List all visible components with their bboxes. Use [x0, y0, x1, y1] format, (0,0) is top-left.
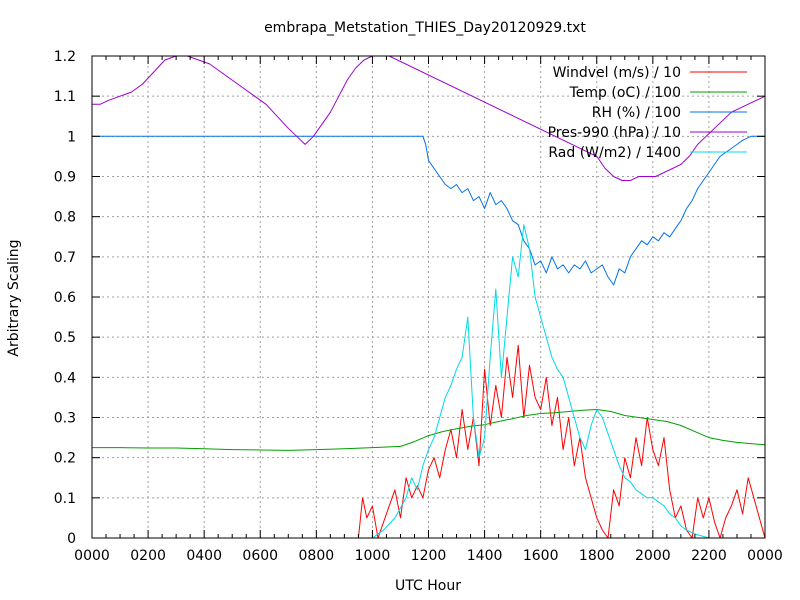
y-tick-label: 0.7	[54, 250, 76, 266]
series-line-0	[357, 344, 765, 538]
y-axis-title: Arbitrary Scaling	[6, 239, 22, 356]
y-tick-label: 0.2	[54, 451, 76, 467]
y-tick-label: 1.2	[54, 49, 76, 65]
series-line-4	[358, 224, 710, 538]
x-tick-label: 1200	[411, 548, 447, 564]
legend: Windvel (m/s) / 10 Temp (oC) / 100 RH (%) …	[548, 65, 747, 161]
y-tick-label: 0.5	[54, 330, 76, 346]
y-tick-label: 0.3	[54, 411, 76, 427]
x-tick-label: 1600	[523, 548, 559, 564]
y-tick-label: 1.1	[54, 89, 76, 105]
legend-label-4: Rad (W/m2) / 1400	[548, 145, 681, 161]
y-tick-label: 0.9	[54, 170, 76, 186]
x-axis-title: UTC Hour	[395, 578, 461, 594]
x-tick-label: 0000	[74, 548, 110, 564]
legend-label-0: Windvel (m/s) / 10	[553, 65, 681, 81]
y-tick-label: 0.1	[54, 491, 76, 507]
y-tick-label: 0	[67, 531, 76, 547]
y-tick-label: 1	[67, 129, 76, 145]
x-axis: 0000 0200 0400 0600 0800 1000 1200 1400 1600 1800…	[74, 56, 783, 564]
legend-label-2: RH (%) / 100	[592, 105, 681, 121]
x-tick-label: 0200	[130, 548, 166, 564]
series-line-2	[92, 135, 765, 286]
series-line-1	[92, 409, 765, 451]
x-tick-label: 0400	[186, 548, 222, 564]
x-tick-label: 2200	[691, 548, 727, 564]
x-tick-label: 1800	[579, 548, 615, 564]
x-tick-label: 0000	[747, 548, 783, 564]
x-tick-label: 0600	[242, 548, 278, 564]
y-tick-label: 0.8	[54, 210, 76, 226]
x-tick-label: 0800	[299, 548, 335, 564]
x-tick-label: 1000	[355, 548, 391, 564]
y-axis: 0 0.1 0.2 0.3 0.4 0.5 0.6 0.7 0.8 0.9 1 1.1 1.2	[54, 49, 765, 547]
chart-title: embrapa_Metstation_THIES_Day20120929.txt	[264, 20, 586, 36]
y-tick-label: 0.4	[54, 370, 76, 386]
series-layer	[92, 56, 765, 538]
legend-label-1: Temp (oC) / 100	[569, 85, 681, 101]
x-tick-label: 1400	[467, 548, 503, 564]
y-tick-label: 0.6	[54, 290, 76, 306]
x-tick-label: 2000	[635, 548, 671, 564]
legend-label-3: Pres-990 (hPa) / 10	[548, 125, 681, 141]
series-line-3	[92, 56, 765, 181]
